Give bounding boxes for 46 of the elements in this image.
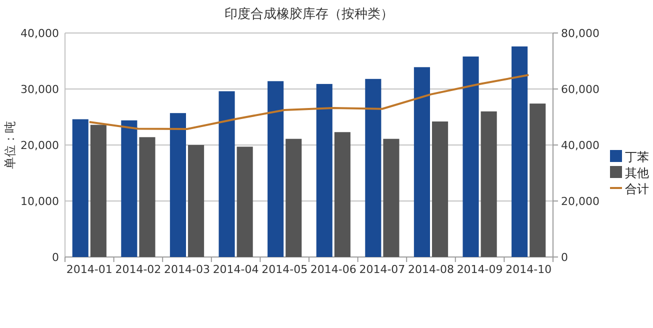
x-tick-label: 2014-02	[115, 263, 162, 276]
y-tick-label: 40,000	[20, 27, 59, 40]
bar	[530, 104, 546, 257]
y2-tick-label: 60,000	[561, 83, 600, 96]
bar	[334, 132, 350, 257]
y2-tick-label: 40,000	[561, 139, 600, 152]
x-tick-label: 2014-09	[456, 263, 503, 276]
bar	[432, 121, 448, 257]
line-series	[88, 74, 530, 130]
bar	[316, 84, 332, 257]
bar	[383, 138, 400, 257]
y-tick-label: 20,000	[20, 139, 59, 152]
x-tick-label: 2014-10	[506, 263, 552, 276]
x-tick-label: 2014-03	[164, 263, 210, 276]
bar	[462, 56, 479, 257]
bar	[170, 113, 186, 257]
bar	[188, 145, 204, 257]
y-axis-title: 单位：吨	[3, 121, 17, 169]
x-tick-label: 2014-06	[310, 263, 356, 276]
bar	[236, 146, 253, 257]
y2-tick-label: 80,000	[561, 27, 600, 40]
y2-tick-label: 0	[561, 251, 568, 264]
bar	[286, 138, 302, 257]
x-tick-label: 2014-01	[66, 263, 112, 276]
bar	[121, 120, 138, 257]
bar	[512, 46, 528, 257]
bar	[90, 124, 106, 257]
bar	[72, 119, 88, 257]
x-tick-label: 2014-05	[262, 263, 308, 276]
chart-title: 印度合成橡胶库存（按种类）	[224, 6, 394, 22]
bar	[218, 91, 235, 257]
bar	[365, 78, 382, 257]
y2-tick-label: 20,000	[561, 195, 600, 208]
y-tick-label: 10,000	[20, 195, 59, 208]
bar	[414, 67, 430, 257]
bar	[480, 111, 497, 257]
bar	[268, 81, 284, 257]
x-tick-label: 2014-08	[408, 263, 454, 276]
legend-label: 丁苯	[625, 150, 649, 164]
x-tick-label: 2014-04	[212, 263, 259, 276]
y-tick-label: 0	[52, 251, 59, 264]
bar	[139, 137, 156, 257]
legend-label: 合计	[625, 182, 649, 196]
legend-label: 其他	[625, 166, 649, 180]
x-tick-label: 2014-07	[359, 263, 406, 276]
y-tick-label: 30,000	[20, 83, 59, 96]
